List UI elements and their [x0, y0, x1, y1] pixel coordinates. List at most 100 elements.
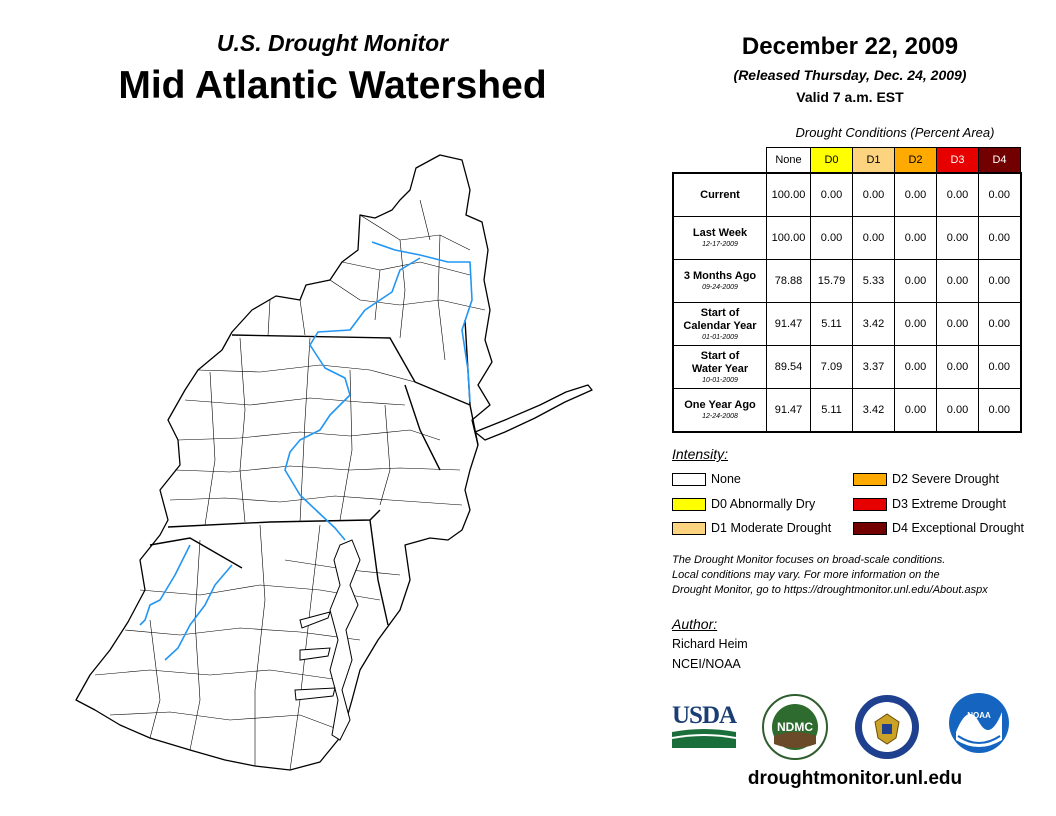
row-label: Current: [700, 188, 740, 201]
cell-value: 5.11: [810, 388, 853, 433]
shenandoah-river: [164, 564, 233, 661]
cell-value: 0.00: [894, 216, 937, 260]
col-d3: D3: [936, 147, 979, 174]
row-date: 12-17-2009: [702, 241, 738, 248]
note-line: Local conditions may vary. For more info…: [672, 569, 940, 581]
row-date: 12-24-2008: [702, 413, 738, 420]
legend-swatch: [672, 497, 706, 511]
row-label: 3 Months Ago: [683, 270, 757, 282]
cell-value: 5.33: [852, 259, 895, 303]
author-org: NCEI/NOAA: [672, 657, 741, 671]
cell-value: 0.00: [852, 172, 895, 217]
cell-value: 100.00: [766, 216, 811, 260]
cell-value: 0.00: [978, 259, 1022, 303]
potomac-river: [139, 544, 191, 626]
cell-value: 89.54: [766, 345, 811, 389]
legend-swatch: [672, 521, 706, 535]
legend-label: D0 Abnormally Dry: [711, 497, 816, 511]
col-none: None: [766, 147, 811, 174]
table-row-last-week: Last Week 12-17-2009 100.00 0.00 0.00 0.0…: [672, 216, 1022, 260]
table-row-current: Current 100.00 0.00 0.00 0.00 0.00 0.00: [672, 172, 1022, 217]
legend-swatch: [853, 497, 887, 511]
cell-value: 15.79: [810, 259, 853, 303]
cell-value: 0.00: [978, 302, 1022, 346]
cell-value: 3.42: [852, 302, 895, 346]
cell-value: 91.47: [766, 302, 811, 346]
legend-label: D1 Moderate Drought: [711, 521, 832, 535]
cell-value: 0.00: [936, 216, 979, 260]
chesapeake-bay: [329, 539, 361, 741]
legend-label: D3 Extreme Drought: [892, 497, 1006, 511]
disclaimer-note: The Drought Monitor focuses on broad-sca…: [672, 553, 1052, 598]
row-label-line2: Water Year: [691, 362, 749, 375]
legend-item-d1: D1 Moderate Drought: [672, 521, 831, 535]
legend-item-d0: D0 Abnormally Dry: [672, 497, 815, 511]
cell-value: 100.00: [766, 172, 811, 217]
legend-item-none: None: [672, 472, 741, 486]
cell-value: 0.00: [978, 216, 1022, 260]
legend-title: Intensity:: [672, 446, 729, 462]
row-label-line1: Start of: [700, 349, 740, 362]
cell-value: 0.00: [894, 345, 937, 389]
col-d2: D2: [894, 147, 937, 174]
usda-field-icon: [672, 729, 736, 748]
cell-value: 0.00: [936, 172, 979, 217]
drought-conditions-table: None D0 D1 D2 D3 D4 Current 100.00 0.00 …: [672, 147, 1022, 433]
cell-value: 0.00: [810, 216, 853, 260]
watershed-map: [75, 154, 593, 771]
legend-item-d3: D3 Extreme Drought: [853, 497, 1006, 511]
cell-value: 78.88: [766, 259, 811, 303]
col-d0: D0: [810, 147, 853, 174]
usda-logo-text: USDA: [672, 702, 737, 729]
cell-value: 5.11: [810, 302, 853, 346]
delaware-river: [371, 241, 473, 403]
usace-seal-logo: [855, 695, 919, 759]
table-row-one-year-ago: One Year Ago 12-24-2008 91.47 5.11 3.42 0…: [672, 388, 1022, 433]
cell-value: 0.00: [852, 216, 895, 260]
susquehanna-river: [284, 257, 421, 541]
noaa-logo: NOAA: [949, 693, 1009, 753]
release-date: (Released Thursday, Dec. 24, 2009): [733, 67, 967, 83]
cell-value: 0.00: [936, 345, 979, 389]
col-d1: D1: [852, 147, 895, 174]
website-url[interactable]: droughtmonitor.unl.edu: [747, 768, 963, 789]
row-label-line2: Calendar Year: [683, 319, 757, 332]
cell-value: 0.00: [978, 172, 1022, 217]
long-island: [474, 384, 593, 441]
author-name: Richard Heim: [672, 637, 748, 651]
table-row-start-calendar-year: Start of Calendar Year 01-01-2009 91.47 5.…: [672, 302, 1022, 346]
table-row-start-water-year: Start of Water Year 10-01-2009 89.54 7.09 …: [672, 345, 1022, 389]
note-line: Drought Monitor, go to https://droughtmo…: [672, 584, 988, 596]
table-row-3-months-ago: 3 Months Ago 09-24-2009 78.88 15.79 5.33 …: [672, 259, 1022, 303]
cell-value: 7.09: [810, 345, 853, 389]
cell-value: 0.00: [936, 388, 979, 433]
ndmc-logo: NDMC: [762, 694, 828, 760]
cell-value: 0.00: [894, 302, 937, 346]
note-line: The Drought Monitor focuses on broad-sca…: [672, 554, 946, 566]
cell-value: 0.00: [936, 302, 979, 346]
table-header-row: None D0 D1 D2 D3 D4: [673, 147, 1021, 174]
legend-swatch: [853, 521, 887, 535]
row-date: 01-01-2009: [702, 333, 738, 341]
legend-swatch: [853, 472, 887, 486]
cell-value: 0.00: [894, 259, 937, 303]
row-date: 09-24-2009: [702, 284, 738, 291]
author-title: Author:: [672, 616, 718, 632]
row-label-line1: Start of: [700, 306, 740, 319]
usda-logo: USDA: [672, 702, 737, 748]
cell-value: 0.00: [936, 259, 979, 303]
row-date: 10-01-2009: [702, 376, 738, 384]
cell-value: 3.42: [852, 388, 895, 433]
cell-value: 0.00: [894, 172, 937, 217]
map-title: Mid Atlantic Watershed: [118, 64, 547, 107]
row-label: One Year Ago: [684, 399, 756, 411]
legend-label: D4 Exceptional Drought: [892, 521, 1025, 535]
cell-value: 0.00: [810, 172, 853, 217]
ndmc-logo-text: NDMC: [777, 720, 813, 734]
noaa-logo-text: NOAA: [967, 711, 991, 720]
map-date: December 22, 2009: [741, 33, 959, 60]
cell-value: 0.00: [978, 345, 1022, 389]
table-caption: Drought Conditions (Percent Area): [795, 125, 995, 140]
map-subtitle: U.S. Drought Monitor: [216, 30, 449, 56]
legend-item-d4: D4 Exceptional Drought: [853, 521, 1024, 535]
